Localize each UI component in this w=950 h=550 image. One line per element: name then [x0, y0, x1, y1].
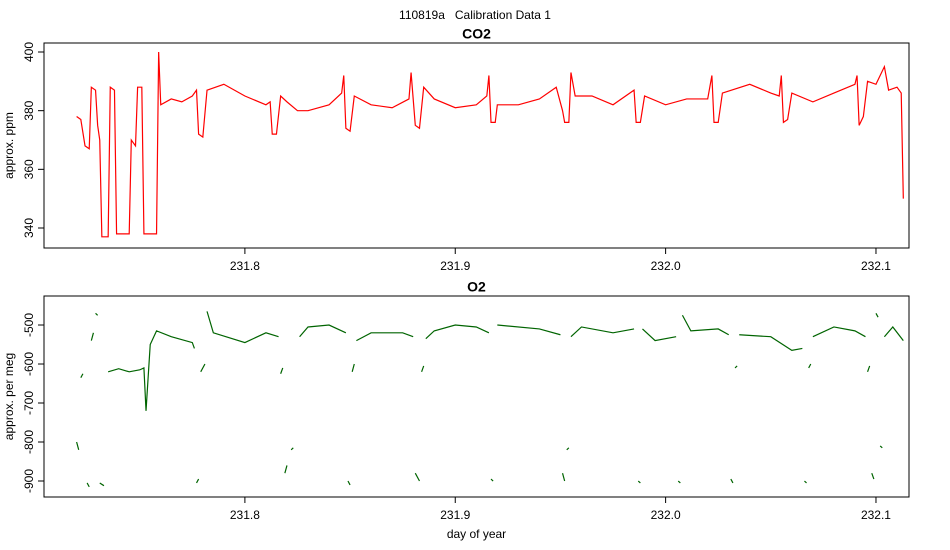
y-tick-label: 380	[22, 100, 36, 120]
y-tick-label: -900	[22, 469, 36, 493]
data-line	[76, 51, 904, 238]
y-axis-label: approx. ppm	[2, 112, 16, 179]
y-tick-label: -500	[22, 313, 36, 337]
x-tick-label: 231.8	[230, 508, 260, 522]
x-tick-label: 231.9	[440, 508, 470, 522]
data-line	[76, 311, 904, 488]
y-tick-label: 400	[22, 42, 36, 62]
page-title: 110819a Calibration Data 1	[399, 8, 551, 22]
plot-frame	[43, 42, 910, 249]
x-tick-label: 232.0	[651, 259, 681, 273]
x-tick-label: 231.9	[440, 259, 470, 273]
x-axis-label: day of year	[447, 527, 506, 541]
plot-frame	[43, 295, 910, 498]
y-tick-label: 340	[22, 218, 36, 238]
x-tick-label: 232.0	[651, 508, 681, 522]
y-tick-label: -800	[22, 430, 36, 454]
x-tick-label: 231.8	[230, 259, 260, 273]
x-tick-label: 232.1	[861, 259, 891, 273]
y-axis-label: approx. per meg	[2, 353, 16, 440]
panel-title: O2	[467, 279, 486, 295]
panel-title: CO2	[462, 26, 491, 42]
y-tick-label: -700	[22, 391, 36, 415]
y-tick-label: 360	[22, 159, 36, 179]
x-tick-label: 232.1	[861, 508, 891, 522]
y-tick-label: -600	[22, 352, 36, 376]
